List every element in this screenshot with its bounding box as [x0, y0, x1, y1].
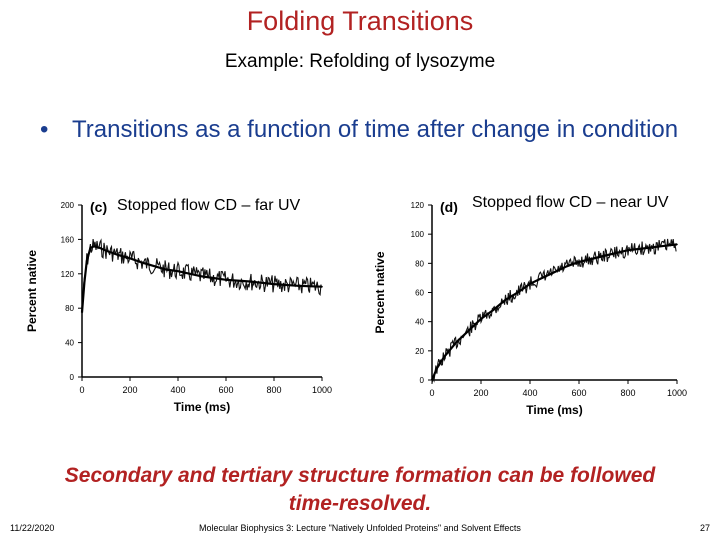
data-point [480, 317, 482, 320]
data-point [273, 283, 275, 285]
y-tick-label: 80 [415, 259, 424, 268]
y-tick-label: 0 [420, 376, 425, 385]
data-point [297, 285, 299, 287]
x-tick-label: 0 [79, 385, 84, 395]
data-point [105, 249, 107, 252]
series-raw-trace [431, 238, 677, 384]
x-tick-label: 800 [266, 385, 281, 395]
y-tick-label: 20 [415, 347, 424, 356]
footer-date: 11/22/2020 [10, 523, 55, 533]
y-tick-label: 60 [415, 289, 424, 298]
data-point [663, 245, 666, 247]
x-tick-label: 200 [122, 385, 137, 395]
y-axis-label: Percent native [25, 250, 39, 332]
x-tick-label: 0 [429, 388, 434, 398]
data-point [93, 245, 95, 248]
slide-subtitle: Example: Refolding of lysozyme [224, 51, 496, 72]
y-axis-label: Percent native [373, 251, 387, 333]
data-point [627, 249, 629, 252]
x-tick-label: 200 [473, 388, 488, 398]
data-point [81, 311, 83, 314]
data-point [639, 247, 642, 250]
x-tick-label: 400 [170, 385, 185, 395]
data-point [431, 379, 433, 381]
y-tick-label: 120 [411, 201, 425, 210]
data-point [529, 282, 531, 285]
data-point [117, 254, 119, 256]
data-point [99, 247, 101, 249]
chart-far-uv: 0 40 80 120 160 200 0 200 400 600 800 1000 Time (ms)… [25, 199, 332, 414]
series-fit-line [430, 243, 678, 381]
x-tick-label: 1000 [667, 388, 687, 398]
data-point [89, 247, 92, 249]
data-point [189, 273, 191, 275]
y-tick-label: 160 [61, 235, 75, 244]
y-tick-label: 120 [61, 270, 75, 279]
data-point [83, 281, 86, 284]
x-axis-label: Time (ms) [174, 400, 230, 414]
footer-course: Molecular Biophysics 3: Lecture "Nativel… [199, 523, 521, 533]
bullet-text: Transitions as a function of time after … [72, 116, 679, 143]
x-tick-label: 800 [620, 388, 635, 398]
data-point [565, 265, 568, 268]
data-point [590, 258, 593, 260]
conclusion-text: Secondary and tertiary structure formati… [0, 462, 720, 518]
data-point [614, 252, 617, 254]
data-point [129, 257, 131, 260]
data-point [553, 271, 556, 273]
chart-near-uv-caption: Stopped flow CD – near UV [472, 194, 669, 211]
chart-far-uv-caption: Stopped flow CD – far UV [117, 197, 301, 214]
data-point [578, 261, 580, 263]
data-point [443, 355, 446, 358]
bullet-marker: • [40, 116, 49, 143]
x-tick-label: 1000 [312, 385, 332, 395]
data-point [436, 367, 438, 370]
conclusion-line-2: time-resolved. [288, 492, 432, 515]
data-point [504, 298, 507, 301]
panel-label: (d) [440, 199, 458, 215]
data-point [141, 261, 143, 264]
data-point [153, 265, 155, 267]
data-point [86, 260, 88, 262]
data-point [651, 246, 654, 249]
y-tick-label: 80 [65, 304, 74, 313]
y-tick-label: 0 [70, 373, 75, 382]
x-axis-label: Time (ms) [526, 403, 582, 417]
data-point [541, 277, 544, 279]
slide-title: Folding Transitions [246, 6, 474, 36]
data-point [676, 243, 678, 246]
data-point [321, 285, 323, 288]
data-point [249, 280, 251, 283]
chart-near-uv: 0 20 40 60 80 100 120 0 200 400 600 800 1000 Time (ms… [373, 199, 687, 417]
data-point [455, 341, 458, 343]
data-point [225, 279, 227, 281]
data-point [201, 275, 203, 278]
data-point [177, 270, 179, 273]
y-tick-label: 40 [415, 318, 424, 327]
footer-page-number: 27 [699, 523, 710, 533]
data-point [467, 329, 470, 332]
y-tick-label: 40 [65, 339, 74, 348]
data-point [602, 255, 605, 257]
x-tick-label: 600 [218, 385, 233, 395]
data-point [165, 268, 167, 271]
y-tick-label: 100 [411, 230, 425, 239]
y-tick-label: 200 [61, 201, 75, 210]
data-point [516, 291, 519, 294]
conclusion-line-1: Secondary and tertiary structure formati… [64, 464, 656, 487]
x-tick-label: 400 [522, 388, 537, 398]
panel-label: (c) [90, 199, 107, 215]
x-tick-label: 600 [571, 388, 586, 398]
data-point [492, 309, 495, 311]
